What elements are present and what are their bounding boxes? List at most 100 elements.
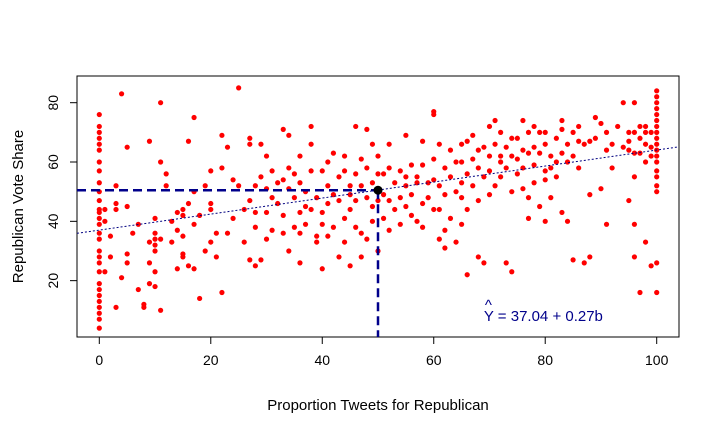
data-point (169, 218, 175, 224)
data-point (152, 236, 158, 242)
data-point (464, 171, 470, 177)
data-point (453, 239, 459, 245)
data-point (587, 138, 593, 144)
data-point (503, 165, 509, 171)
data-point (414, 218, 420, 224)
data-point (197, 212, 203, 218)
data-point (654, 111, 660, 118)
data-point (291, 224, 297, 230)
data-point (118, 91, 125, 97)
data-point (603, 129, 610, 135)
data-point (648, 263, 654, 269)
data-point (559, 126, 565, 132)
data-point (375, 197, 381, 204)
data-point (654, 141, 660, 147)
data-point (592, 135, 598, 141)
data-point (96, 180, 102, 186)
data-point (96, 141, 102, 147)
x-tick-label: 40 (314, 352, 330, 368)
data-point (392, 180, 398, 186)
x-tick-label: 0 (95, 352, 103, 368)
data-point (486, 123, 493, 130)
data-point (96, 310, 102, 316)
data-point (96, 123, 102, 130)
data-point (208, 168, 214, 174)
data-point (603, 221, 610, 227)
data-point (631, 100, 638, 106)
data-point (280, 126, 286, 132)
data-point (559, 150, 565, 156)
data-point (525, 150, 532, 156)
data-point (152, 283, 158, 290)
data-point (481, 260, 487, 266)
x-axis: 0 20 40 60 80 100 (95, 336, 669, 368)
data-point (431, 206, 437, 213)
data-point (603, 147, 610, 153)
data-point (102, 218, 108, 224)
data-point (258, 141, 264, 147)
data-point (576, 165, 582, 171)
data-point (626, 197, 632, 204)
data-point (447, 147, 454, 153)
data-point (642, 141, 649, 147)
data-point (514, 171, 520, 177)
data-point (419, 224, 426, 230)
data-point (631, 221, 638, 227)
data-point (436, 183, 442, 189)
data-point (96, 325, 102, 331)
data-point (386, 165, 392, 171)
data-point (470, 183, 476, 189)
x-tick-label: 100 (645, 352, 669, 368)
data-point (380, 215, 387, 221)
data-point (96, 230, 102, 236)
data-point (375, 171, 381, 177)
data-point (325, 159, 331, 165)
data-point (492, 183, 498, 189)
data-point (581, 260, 587, 266)
data-point (291, 171, 297, 177)
y-axis: 20 40 60 80 (45, 95, 78, 288)
data-point (96, 304, 102, 310)
data-point (642, 123, 649, 130)
data-point (587, 254, 593, 260)
data-point (553, 159, 559, 165)
data-point (341, 215, 348, 221)
data-point (537, 203, 543, 210)
data-point (96, 298, 102, 305)
data-point (553, 174, 559, 180)
data-point (654, 183, 660, 189)
data-point (654, 159, 660, 165)
data-point (341, 168, 348, 174)
data-point (369, 180, 376, 186)
data-point (297, 230, 303, 236)
data-point (353, 171, 359, 177)
data-point (520, 147, 526, 153)
data-point (419, 138, 426, 144)
regression-equation: Y = 37.04 + 0.27b (484, 308, 603, 325)
data-point (464, 272, 470, 278)
data-point (587, 192, 593, 198)
data-point (654, 129, 660, 135)
data-point (453, 189, 459, 195)
data-point (626, 138, 632, 144)
data-point (559, 117, 565, 124)
data-point (358, 230, 364, 236)
data-point (275, 200, 281, 207)
data-point (548, 153, 554, 159)
data-point (576, 138, 582, 144)
y-tick-label: 80 (45, 95, 61, 111)
data-point (236, 183, 242, 189)
data-point (96, 221, 102, 227)
data-point (514, 135, 520, 141)
data-point (559, 209, 565, 216)
data-point (96, 159, 102, 165)
data-point (637, 289, 643, 296)
data-point (425, 195, 431, 201)
data-point (263, 209, 270, 216)
data-point (174, 227, 180, 233)
data-point (447, 215, 454, 221)
data-point (654, 168, 660, 174)
data-point (286, 132, 292, 138)
data-point (459, 159, 465, 165)
data-point (431, 177, 437, 183)
